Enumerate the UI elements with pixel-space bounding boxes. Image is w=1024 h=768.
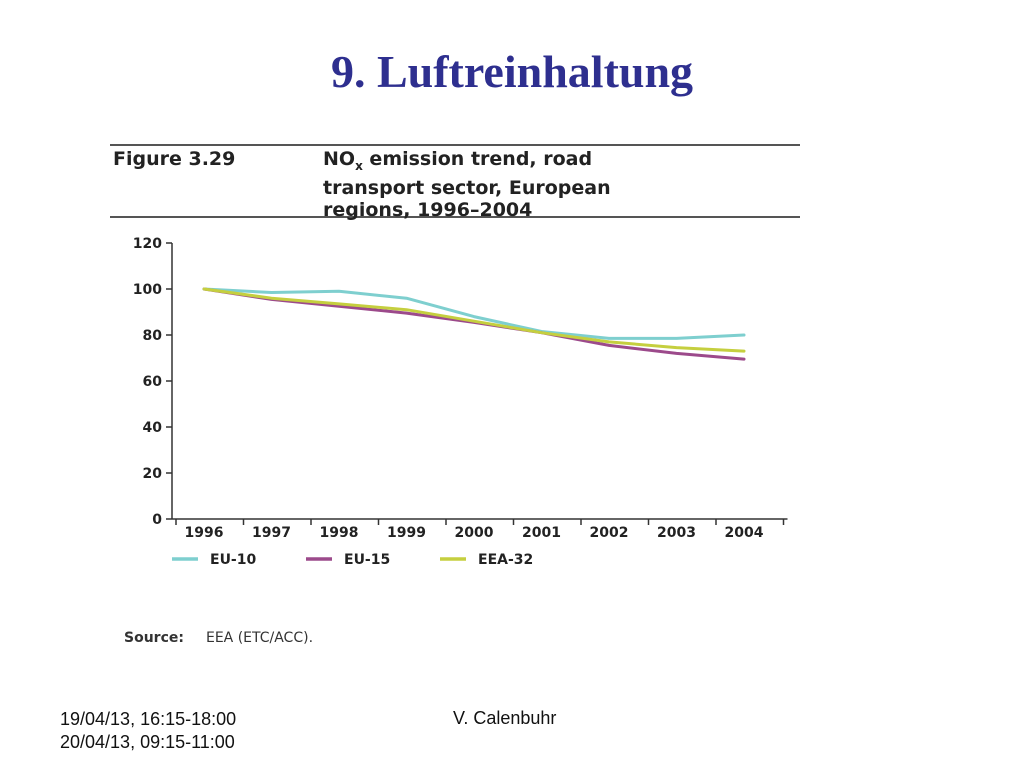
x-tick-label: 1996 bbox=[185, 525, 224, 541]
y-tick-label: 80 bbox=[143, 328, 163, 344]
figure-caption: NOx emission trend, road transport secto… bbox=[323, 148, 793, 221]
figure-top-rule bbox=[110, 144, 800, 146]
legend-label-eea-32: EEA-32 bbox=[478, 552, 533, 568]
y-tick-label: 0 bbox=[152, 512, 162, 528]
footer-date-2: 20/04/13, 09:15-11:00 bbox=[60, 732, 235, 752]
figure-caption-line-1: NOx emission trend, road bbox=[323, 148, 593, 173]
series-line-eea-32 bbox=[202, 287, 746, 353]
figure-caption-line-2: transport sector, European bbox=[323, 176, 611, 199]
y-tick-label: 60 bbox=[143, 374, 163, 390]
footer-author: V. Calenbuhr bbox=[453, 708, 557, 728]
series-line-eu-10 bbox=[202, 287, 746, 340]
y-tick-label: 40 bbox=[143, 420, 163, 436]
x-tick-label: 1997 bbox=[252, 525, 291, 541]
source-label: Source: bbox=[124, 630, 184, 646]
x-tick-label: 2002 bbox=[590, 525, 629, 541]
footer-date-1: 19/04/13, 16:15-18:00 bbox=[60, 709, 237, 729]
legend-label-eu-15: EU-15 bbox=[344, 552, 390, 568]
legend-label-eu-10: EU-10 bbox=[210, 552, 256, 568]
slide-title: 9. Luftreinhaltung bbox=[330, 46, 694, 97]
source-value: EEA (ETC/ACC). bbox=[205, 630, 314, 646]
figure-source: Source: EEA (ETC/ACC). bbox=[124, 630, 313, 646]
x-tick-label: 1999 bbox=[387, 525, 426, 541]
y-tick-label: 20 bbox=[143, 466, 163, 482]
y-tick-label: 100 bbox=[133, 282, 162, 298]
nox-line-chart: 0 20 40 60 80 100 120 1996 1997 1998 1999 2000 2001 2… bbox=[133, 236, 788, 568]
figure-caption-line-3: regions, 1996–2004 bbox=[323, 198, 533, 221]
x-tick-label: 2004 bbox=[725, 525, 764, 541]
x-tick-label: 2003 bbox=[657, 525, 696, 541]
figure-bottom-rule bbox=[110, 216, 800, 218]
x-tick-label: 2000 bbox=[455, 525, 494, 541]
y-tick-label: 120 bbox=[133, 236, 162, 252]
x-tick-label: 2001 bbox=[522, 525, 561, 541]
footer-dates: 19/04/13, 16:15-18:00 20/04/13, 09:15-11… bbox=[60, 708, 236, 754]
x-tick-label: 1998 bbox=[320, 525, 359, 541]
figure-label: Figure 3.29 bbox=[113, 148, 236, 170]
